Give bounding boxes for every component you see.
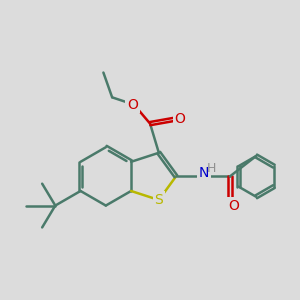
Text: S: S: [154, 193, 163, 207]
Text: H: H: [207, 162, 217, 175]
Text: O: O: [175, 112, 186, 126]
Text: N: N: [199, 166, 209, 180]
Text: O: O: [127, 98, 138, 112]
Text: O: O: [228, 199, 239, 213]
